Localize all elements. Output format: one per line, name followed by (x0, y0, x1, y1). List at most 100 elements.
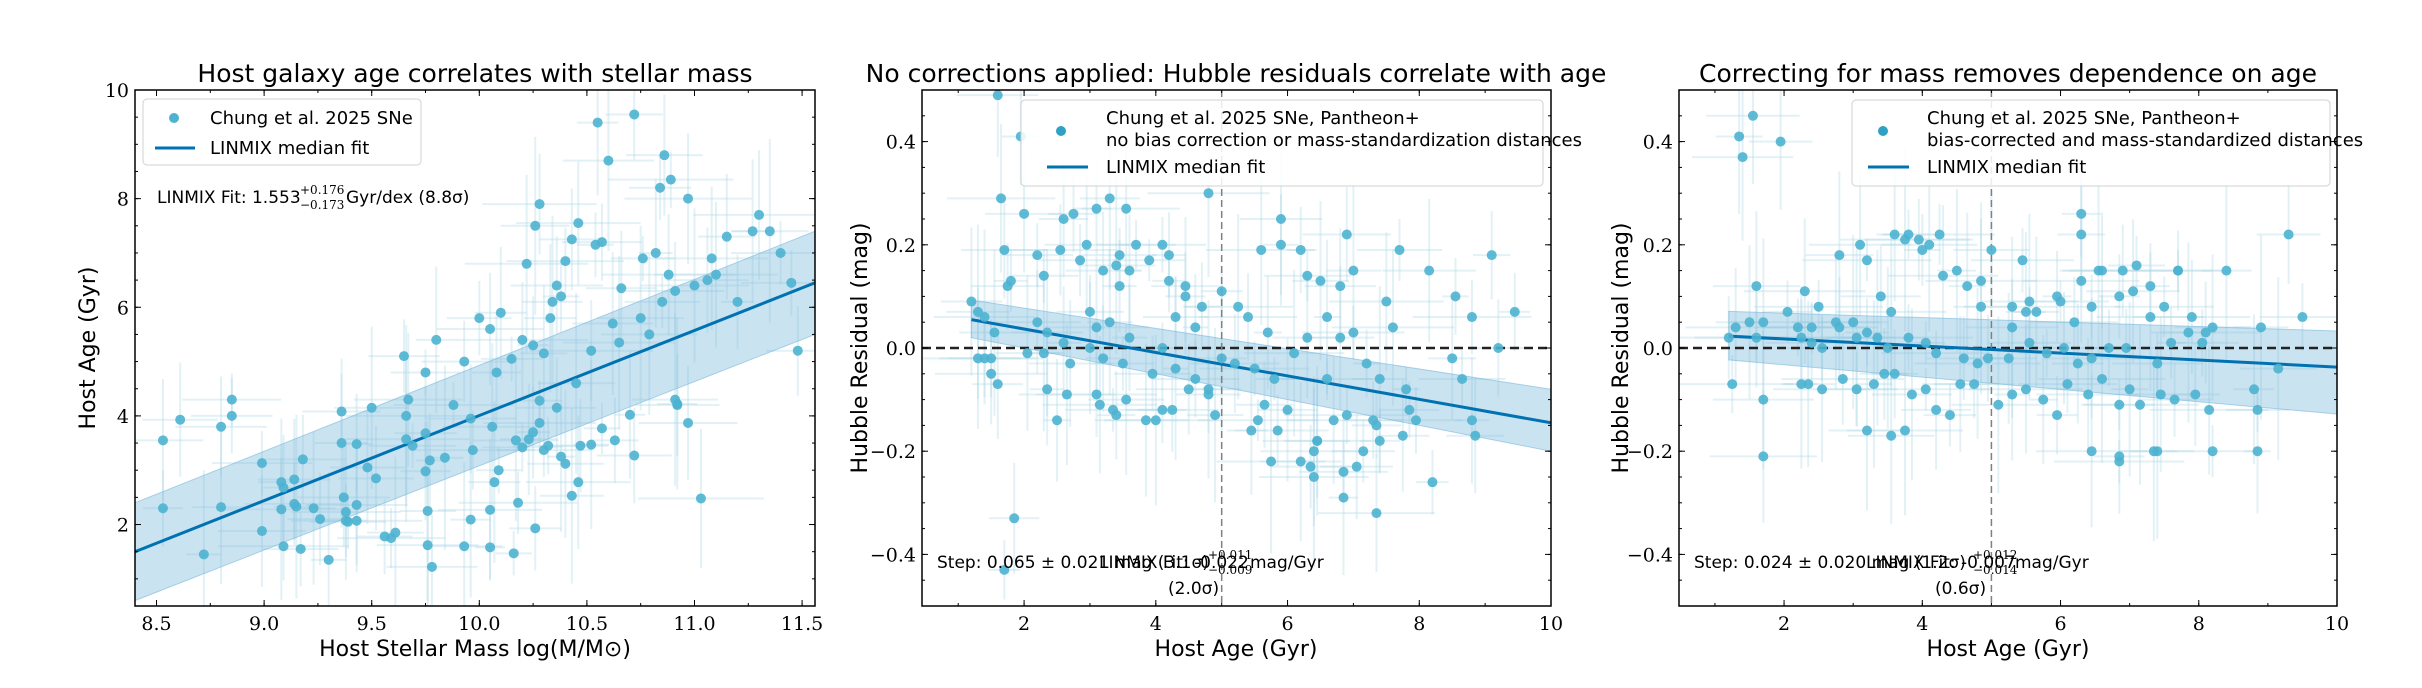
data-point (336, 438, 347, 449)
data-point (1450, 291, 1461, 302)
x-axis-label: Host Stellar Mass log(M/M⊙) (319, 637, 631, 662)
data-point (2207, 322, 2218, 333)
step-annotation: Step: 0.024 ± 0.020 mag (1.2σ) (1694, 553, 1966, 573)
data-point (603, 155, 614, 166)
data-point (157, 435, 168, 446)
data-point (1931, 348, 1942, 359)
y-tick-label: −0.4 (1627, 544, 1673, 566)
data-point (1111, 260, 1122, 271)
data-point (1259, 399, 1270, 410)
x-tick-label: 9.5 (357, 613, 387, 635)
data-point (489, 477, 500, 488)
data-point (351, 439, 362, 450)
data-point (659, 150, 670, 161)
data-point (2173, 265, 2184, 276)
data-point (485, 542, 496, 553)
data-point (1879, 368, 1890, 379)
data-point (1068, 208, 1079, 219)
data-point (1401, 384, 1412, 395)
data-point (278, 541, 289, 552)
data-point (1361, 358, 1372, 369)
legend-marker-icon (169, 113, 179, 123)
data-point (474, 313, 485, 324)
data-point (1913, 234, 1924, 245)
data-point (1806, 322, 1817, 333)
data-point (1374, 435, 1385, 446)
x-tick-label: 4 (1916, 613, 1928, 635)
legend: Chung et al. 2025 SNe, Pantheon+ bias-co… (1851, 99, 2363, 187)
data-points (966, 90, 1520, 575)
data-point (586, 345, 597, 356)
data-point (1157, 239, 1168, 250)
data-point (1851, 384, 1862, 395)
data-point (547, 296, 558, 307)
data-point (1868, 379, 1879, 390)
data-point (1256, 244, 1267, 255)
data-point (530, 220, 541, 231)
data-point (1917, 244, 1928, 255)
data-point (1335, 332, 1346, 343)
data-point (2086, 353, 2097, 364)
data-point (1493, 343, 1504, 353)
y-tick-label: 0.0 (1643, 338, 1673, 360)
data-point (2117, 265, 2128, 276)
fit-annotation-sup: +0.011 (1208, 548, 1252, 562)
data-point (1163, 250, 1174, 261)
data-point (2252, 404, 2263, 415)
data-point (1358, 446, 1369, 457)
data-point (1955, 379, 1966, 390)
x-tick-label: 4 (1150, 613, 1162, 635)
data-point (2058, 343, 2069, 353)
data-point (2159, 301, 2170, 312)
data-point (1872, 332, 1883, 343)
data-point (1924, 239, 1935, 250)
data-point (517, 334, 528, 345)
data-point (1775, 136, 1786, 147)
data-point (2076, 229, 2087, 240)
data-point (366, 402, 377, 413)
data-point (2221, 265, 2232, 276)
data-point (465, 514, 476, 525)
data-point (1038, 270, 1049, 281)
data-point (2083, 389, 2094, 400)
data-point (256, 526, 267, 537)
data-point (1951, 265, 1962, 276)
data-point (510, 435, 521, 446)
data-point (2052, 291, 2063, 302)
data-point (2114, 399, 2125, 410)
data-point (2114, 291, 2125, 302)
data-point (1944, 410, 1955, 421)
data-point (1862, 255, 1872, 266)
data-point (566, 234, 577, 245)
data-point (2114, 456, 2125, 467)
fit-annotation-main: LINMIX Fit: 1.553 (157, 188, 301, 208)
data-point (711, 269, 722, 280)
data-point (1055, 244, 1066, 255)
data-point (575, 440, 586, 451)
data-point (1328, 415, 1339, 426)
data-point (1889, 368, 1900, 379)
data-point (1886, 306, 1897, 317)
data-point (295, 543, 306, 554)
data-point (420, 428, 431, 439)
data-point (2024, 296, 2035, 307)
data-point (420, 466, 431, 477)
data-point (966, 296, 977, 307)
data-point (2072, 358, 2083, 369)
data-point (1170, 363, 1181, 374)
data-point (517, 442, 528, 453)
panel-middle: No corrections applied: Hubble residuals… (848, 59, 1606, 662)
data-point (1969, 379, 1980, 390)
fit-annotation-main: LINMIX Fit: -0.022 (1099, 553, 1249, 573)
data-point (1233, 301, 1244, 312)
data-point (1229, 358, 1240, 369)
y-tick-label: 0.0 (886, 338, 916, 360)
data-point (1098, 265, 1109, 276)
data-point (1075, 255, 1086, 266)
x-tick-label: 11.5 (781, 613, 823, 635)
data-point (1140, 415, 1151, 426)
legend-label-fit: LINMIX median fit (1106, 157, 1265, 178)
fit-annotation-significance: (2.0σ) (1168, 579, 1219, 599)
legend-label-points-line2: bias-corrected and mass-standardized dis… (1927, 130, 2363, 151)
data-point (637, 253, 648, 264)
